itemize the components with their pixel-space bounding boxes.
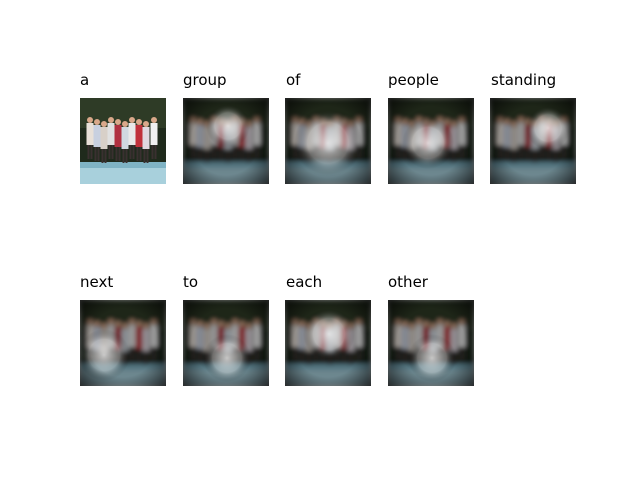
caption-word-8: each	[286, 273, 323, 291]
attention-map-group	[183, 98, 269, 184]
photo-image	[80, 98, 166, 184]
attention-map-of	[285, 98, 371, 184]
attention-heatmap	[388, 98, 474, 184]
caption-word-5: standing	[491, 71, 557, 89]
attention-heatmap	[183, 98, 269, 184]
attention-heatmap	[285, 300, 371, 386]
attention-heatmap	[80, 300, 166, 386]
attention-map-people	[388, 98, 474, 184]
attention-map-other	[388, 300, 474, 386]
caption-word-1: a	[80, 71, 90, 89]
attention-map-next	[80, 300, 166, 386]
caption-word-2: group	[183, 71, 227, 89]
attention-map-standing	[490, 98, 576, 184]
attention-heatmap	[490, 98, 576, 184]
caption-word-3: of	[286, 71, 301, 89]
caption-word-7: to	[183, 273, 199, 291]
caption-word-6: next	[80, 273, 114, 291]
attention-heatmap	[285, 98, 371, 184]
caption-word-4: people	[388, 71, 439, 89]
attention-heatmap	[183, 300, 269, 386]
attention-heatmap	[388, 300, 474, 386]
caption-word-9: other	[388, 273, 428, 291]
original-photo	[80, 98, 166, 184]
attention-map-each	[285, 300, 371, 386]
attention-map-to	[183, 300, 269, 386]
